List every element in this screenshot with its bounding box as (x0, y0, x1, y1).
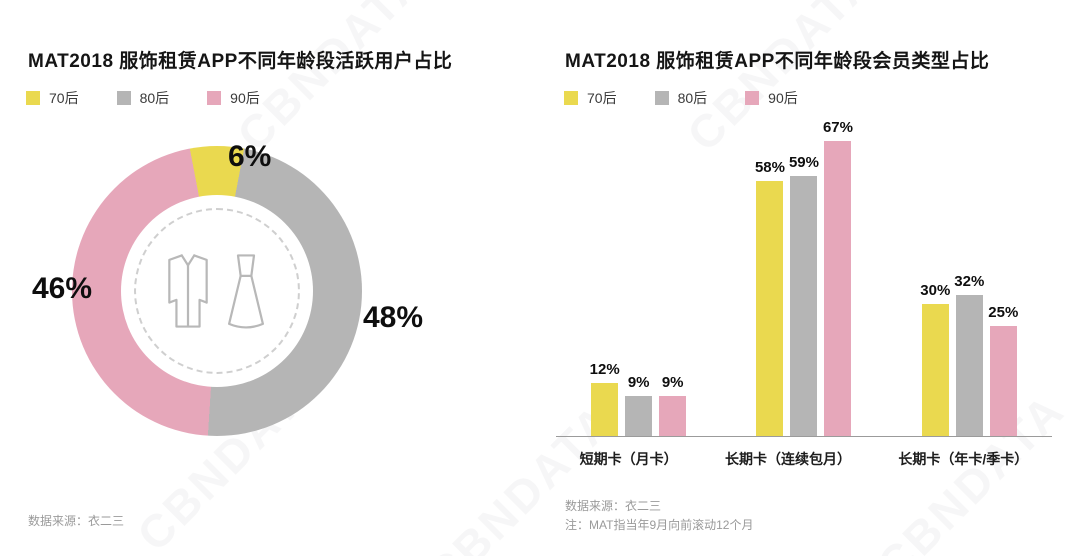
legend-item-70s: 70后 (26, 88, 79, 108)
legend-item-80s: 80后 (654, 88, 708, 108)
bar-value-label: 25% (988, 304, 1019, 321)
legend-item-80s: 80后 (116, 88, 170, 108)
bar: 30% (920, 282, 951, 436)
bar-group: 30% 32% 25% (920, 273, 1019, 436)
bar-rect (989, 326, 1017, 436)
legend-item-90s: 90后 (207, 88, 260, 108)
donut-value-label: 48% (363, 301, 424, 334)
legend-item-70s: 70后 (564, 88, 617, 108)
legend-swatch-80s-icon (116, 91, 131, 105)
bar-rect (955, 295, 983, 436)
bar: 12% (589, 361, 620, 436)
legend-swatch-80s-icon (654, 91, 669, 105)
donut-chart-title: MAT2018 服饰租赁APP不同年龄段活跃用户占比 (28, 51, 453, 72)
bar-value-label: 9% (661, 374, 684, 392)
donut-hole (121, 195, 313, 387)
bar-value-label: 12% (589, 361, 620, 379)
legend-swatch-70s-icon (564, 91, 578, 105)
jacket-icon (168, 254, 208, 328)
legend-item-90s: 90后 (745, 88, 798, 108)
donut-value-label: 6% (228, 140, 272, 173)
bar-note-text: 注：MAT指当年9月向前滚动12个月 (565, 518, 754, 532)
bar-rect (625, 396, 653, 436)
bar-group: 12% 9% 9% (589, 361, 687, 436)
legend-swatch-90s-icon (745, 91, 760, 105)
bar-rect (921, 304, 949, 436)
legend-label-90s: 90后 (768, 90, 798, 106)
bar-value-label: 32% (954, 273, 985, 291)
legend-swatch-90s-icon (207, 91, 222, 105)
bar-category-label: 短期卡（月卡） (579, 451, 678, 467)
donut-value-label: 46% (32, 272, 93, 305)
bar-value-label: 9% (627, 374, 650, 392)
bar: 9% (659, 374, 687, 436)
bar-legend: 70后 80后 90后 (564, 88, 798, 108)
bar-value-label: 59% (788, 154, 819, 172)
watermark: CBNDATA (226, 0, 435, 161)
bar: 25% (988, 304, 1019, 436)
donut-source-text: 数据来源：衣二三 (28, 514, 125, 528)
donut-ring (72, 146, 362, 436)
bar-rect (824, 141, 852, 436)
bar: 9% (625, 374, 653, 436)
dress-icon (228, 254, 264, 329)
legend-label-70s: 70后 (587, 90, 617, 106)
bar-rect (591, 383, 619, 436)
bar-group: 58% 59% 67% (754, 119, 853, 436)
donut-legend: 70后 80后 90后 (26, 88, 260, 108)
bar: 59% (788, 154, 819, 436)
bar-value-label: 30% (920, 282, 951, 299)
bar: 67% (822, 119, 853, 436)
bar-rect (790, 176, 818, 436)
donut-dashed-circle (134, 208, 300, 374)
bar-category-label: 长期卡（年卡/季卡） (898, 451, 1029, 467)
legend-label-70s: 70后 (49, 90, 79, 106)
bar-rect (659, 396, 687, 436)
legend-label-90s: 90后 (230, 90, 260, 106)
legend-swatch-70s-icon (26, 91, 40, 105)
bar-value-label: 67% (822, 119, 853, 137)
bar-category-row: 短期卡（月卡） 长期卡（连续包月） 长期卡（年卡/季卡） (556, 449, 1052, 469)
bar: 58% (754, 158, 785, 436)
bar-plot-area: 12% 9% 9% 58% 59% 67% 30% 32% 25% (556, 118, 1052, 437)
bar-value-label: 58% (754, 158, 785, 176)
legend-label-80s: 80后 (677, 90, 708, 106)
bar-category-label: 长期卡（连续包月） (725, 451, 852, 467)
bar-chart-title: MAT2018 服饰租赁APP不同年龄段会员类型占比 (565, 51, 990, 72)
bar-source-text: 数据来源：衣二三 (565, 499, 662, 513)
legend-label-80s: 80后 (139, 90, 170, 106)
bar: 32% (954, 273, 985, 436)
bar-rect (756, 180, 784, 436)
